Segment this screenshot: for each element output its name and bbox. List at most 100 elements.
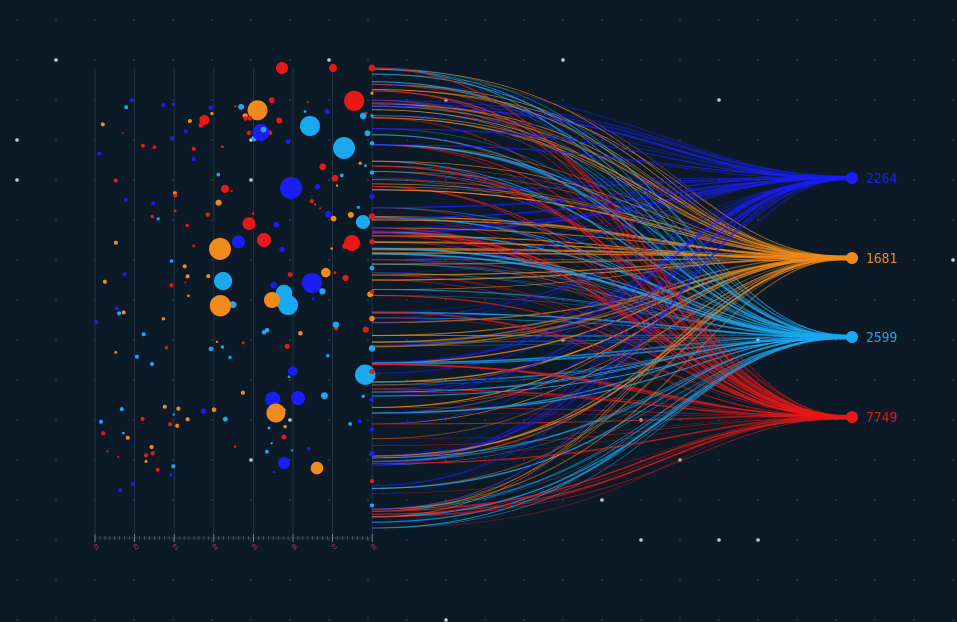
grid-dot: [289, 619, 291, 621]
grid-dot: [640, 59, 642, 61]
bubble: [151, 201, 156, 206]
grid-dot: [328, 619, 330, 621]
flow-line: [371, 335, 853, 489]
bubble: [117, 311, 122, 316]
grid-dot: [952, 539, 954, 541]
grid-dot: [913, 299, 915, 301]
grid-dot: [289, 459, 291, 461]
grid-dot: [211, 419, 213, 421]
grid-dot: [55, 459, 57, 461]
bubble: [302, 273, 322, 293]
bubble: [278, 295, 298, 315]
flow-line: [371, 338, 853, 518]
bubble: [356, 215, 370, 229]
flow-line: [371, 257, 853, 348]
bubble: [300, 116, 320, 136]
grid-dot: [289, 579, 291, 581]
grid-dot: [913, 459, 915, 461]
bubble: [333, 271, 337, 274]
grid-dot: [952, 379, 954, 381]
bubble: [214, 271, 233, 291]
grid-dot: [367, 139, 369, 141]
grid-dot: [250, 539, 252, 541]
grid-dot: [133, 579, 135, 581]
flow-line: [371, 219, 853, 258]
bubble: [369, 141, 375, 146]
grid-dot: [562, 579, 564, 581]
grid-dot: [718, 59, 720, 61]
grid-dot: [406, 139, 408, 141]
grid-dot: [757, 619, 759, 621]
grid-dot: [640, 99, 642, 101]
grid-dot: [835, 499, 837, 501]
flow-line: [371, 178, 853, 208]
grid-dot: [484, 619, 486, 621]
grid-dot: [250, 59, 252, 61]
bubble: [257, 233, 271, 247]
bubble: [144, 453, 148, 458]
flow-line: [371, 176, 853, 209]
bubble: [270, 442, 273, 445]
grid-dot: [952, 139, 954, 141]
flow-line: [371, 178, 853, 364]
grid-dot: [328, 379, 330, 381]
bubble: [264, 292, 280, 308]
bubble: [173, 193, 178, 198]
grid-dot: [796, 619, 798, 621]
bubble: [243, 116, 248, 121]
grid-dot: [601, 579, 603, 581]
grid-dot: [94, 579, 96, 581]
grid-dot: [327, 58, 331, 62]
grid-dot: [289, 539, 291, 541]
bubble: [287, 375, 291, 379]
grid-dot: [952, 19, 954, 21]
grid-dot: [172, 619, 174, 621]
bubble: [228, 355, 232, 360]
target-node: [846, 252, 858, 264]
grid-dot: [913, 579, 915, 581]
grid-dot: [757, 99, 759, 101]
flow-line: [371, 413, 853, 418]
bubble: [205, 212, 210, 217]
grid-dot: [445, 539, 447, 541]
bubble: [187, 294, 190, 298]
grid-dot: [172, 299, 174, 301]
flow-line: [371, 274, 853, 417]
flow-line: [371, 388, 853, 418]
bubble: [183, 129, 188, 133]
bubble: [155, 467, 160, 472]
grid-dot: [796, 219, 798, 221]
grid-dot: [718, 419, 720, 421]
bubble: [313, 203, 317, 206]
flow-line: [371, 176, 853, 415]
grid-dot: [55, 579, 57, 581]
grid-dot: [601, 539, 603, 541]
grid-dot: [757, 499, 759, 501]
grid-dot: [367, 99, 369, 101]
grid-dot: [913, 219, 915, 221]
grid-dot: [562, 459, 564, 461]
grid-dot: [172, 419, 174, 421]
bubble: [368, 345, 376, 352]
flow-line: [371, 274, 853, 417]
grid-dot: [289, 19, 291, 21]
grid-dot: [16, 539, 18, 541]
bubble: [173, 209, 177, 213]
grid-dot: [874, 219, 876, 221]
bubble: [283, 424, 287, 429]
grid-dot: [640, 619, 642, 621]
flow-line: [371, 256, 853, 348]
bubble: [314, 183, 321, 190]
bubble: [369, 239, 375, 245]
grid-dot: [523, 19, 525, 21]
flow-line: [371, 257, 853, 425]
grid-dot: [172, 379, 174, 381]
flow-line: [371, 336, 853, 529]
node-value-label: 2599: [866, 331, 897, 346]
bubble: [191, 146, 196, 151]
grid-dot: [835, 139, 837, 141]
bubble: [175, 423, 180, 428]
grid-dot: [367, 619, 369, 621]
grid-dot: [367, 579, 369, 581]
grid-dot: [15, 138, 19, 142]
